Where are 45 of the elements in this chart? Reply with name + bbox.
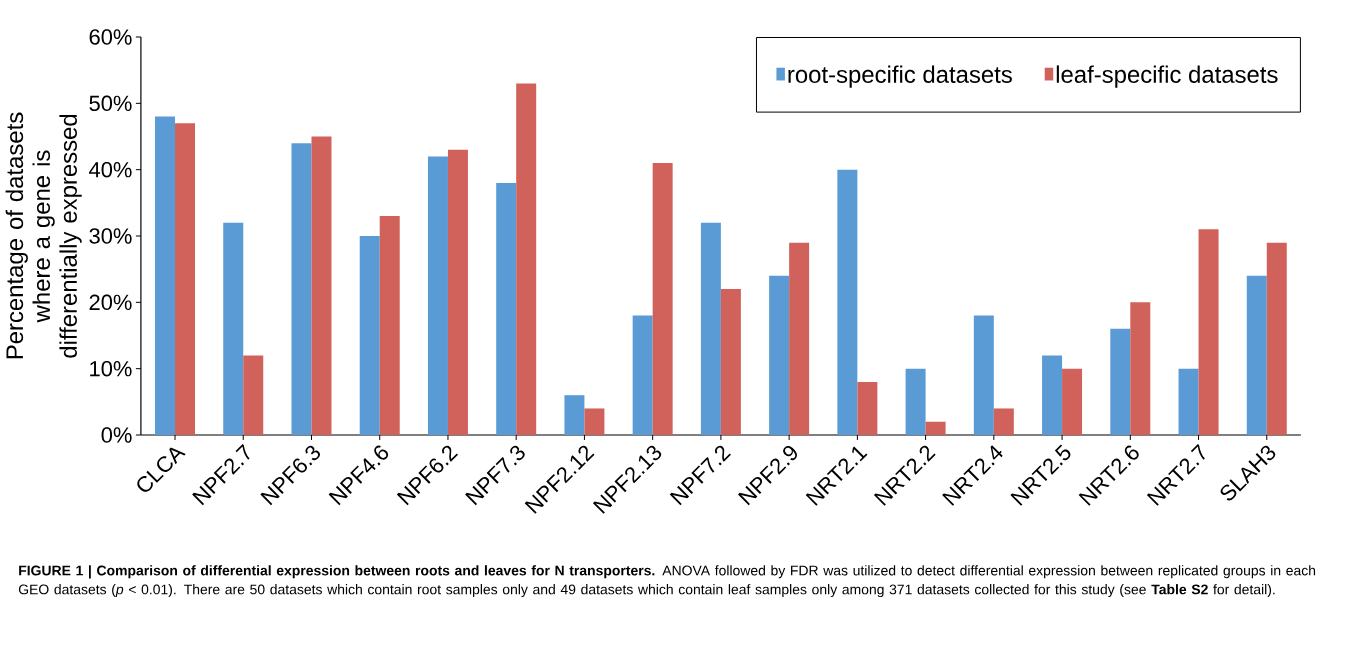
bar (1266, 242, 1287, 435)
bar (584, 408, 605, 435)
y-tick-label: 30% (89, 228, 132, 244)
bar (496, 182, 517, 435)
bar (155, 116, 176, 435)
bar (652, 163, 673, 435)
y-tick-label: 0% (101, 427, 132, 443)
y-tick-label: 50% (89, 95, 132, 112)
bar (1042, 355, 1063, 435)
bar (993, 408, 1014, 435)
bar (720, 289, 741, 435)
bar (1110, 328, 1131, 435)
text: FIGURE 1 | Comparison of differential expression between roots and leaves for N transporters. ANOVA followed by FDR was utilized to detect differential expression between replicated groups in each GEO datasets (p < 0.01). There are 50 datasets which contain root samples only and 49 datasets which contain leaf samples only among 371 datasets collected for this study (see Table S2 for detail). (18, 565, 1316, 598)
bar (243, 355, 264, 435)
bar (700, 222, 721, 435)
bar (1062, 368, 1083, 435)
bar (311, 136, 332, 435)
legend-label: leaf-specific datasets (1056, 65, 1278, 88)
y-tick-label: 20% (89, 294, 132, 311)
y-tick-label: 40% (89, 161, 132, 178)
bar (905, 368, 926, 435)
bar (223, 222, 244, 435)
bar (1198, 229, 1219, 435)
bar (857, 381, 878, 435)
bar (1130, 302, 1151, 435)
bar (973, 315, 994, 435)
bar (359, 236, 380, 435)
bar (789, 242, 810, 435)
bar (837, 169, 858, 435)
bar (291, 143, 312, 435)
y-axis-title: Percentage of datasets where a gene is differentially expressed (5, 112, 82, 359)
bar (427, 156, 448, 435)
bar (516, 83, 537, 435)
bar (175, 123, 196, 435)
bar (632, 315, 653, 435)
bar (447, 149, 468, 435)
y-tick-label: 60% (89, 29, 132, 45)
bar (1178, 368, 1199, 435)
bar (564, 395, 585, 435)
bar (769, 275, 790, 435)
bar (925, 421, 946, 435)
bar (379, 216, 400, 435)
y-tick-label: 10% (90, 360, 132, 377)
legend-label: root-specific datasets (788, 65, 1012, 88)
bar (1246, 275, 1267, 435)
